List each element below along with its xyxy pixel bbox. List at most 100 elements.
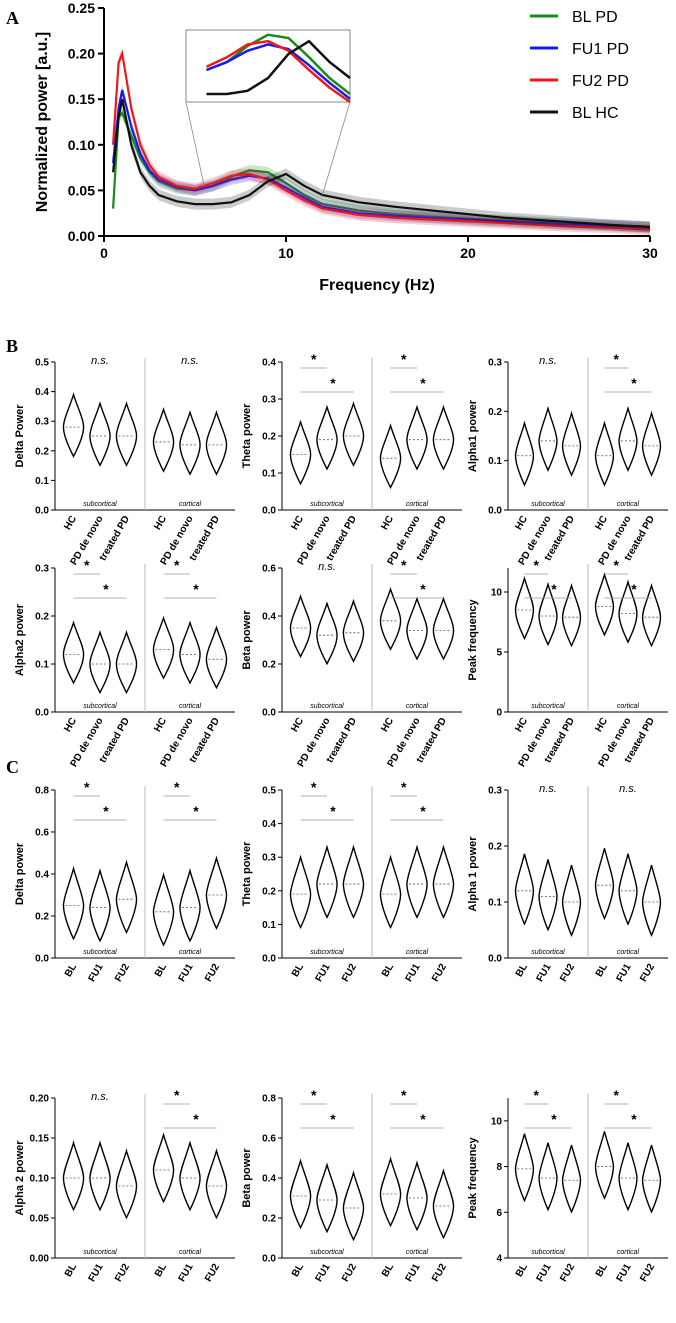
violin-subcortical-0 — [514, 575, 535, 641]
y-tick-label: 0.3 — [35, 417, 49, 428]
significance-star: * — [311, 351, 317, 367]
violin-cortical-1 — [179, 1140, 201, 1212]
inset-series-3 — [206, 39, 351, 96]
violin-subcortical-2 — [561, 582, 582, 648]
violin-cortical-1 — [618, 405, 638, 472]
violin-cortical-0 — [594, 420, 615, 487]
ns-label: n.s. — [91, 355, 109, 367]
group-tick-label: FU1 — [404, 1262, 423, 1284]
y-tick-label: 0.4 — [262, 358, 276, 369]
significance-star: * — [631, 1111, 637, 1127]
violin-cortical-1 — [618, 1142, 638, 1212]
y-axis-label: Theta power — [241, 841, 253, 907]
significance-star: * — [311, 1087, 317, 1103]
y-tick-label: 10 — [491, 1116, 503, 1127]
significance-star: * — [401, 1087, 407, 1103]
y-tick-label: 0.0 — [488, 506, 502, 517]
group-tick-label: FU1 — [177, 1262, 196, 1284]
series-band-1 — [113, 84, 651, 234]
region-label: subcortical — [83, 1249, 117, 1256]
y-tick-label: 0.20 — [30, 1094, 50, 1105]
region-label: cortical — [617, 501, 640, 508]
group-tick-label: HC — [593, 716, 610, 734]
y-tick-label: 0.0 — [262, 954, 276, 965]
group-tick-label: FU2 — [113, 962, 132, 984]
region-label: cortical — [406, 949, 429, 956]
significance-star: * — [631, 375, 637, 391]
violin-subcortical-1 — [316, 1162, 338, 1234]
y-axis-label: Beta power — [241, 610, 253, 670]
y-axis-label: Delta power — [14, 842, 26, 905]
ns-label: n.s. — [539, 783, 557, 795]
violin-subcortical-1 — [538, 859, 558, 932]
region-label: subcortical — [531, 949, 565, 956]
y-tick-label: 0.4 — [35, 870, 49, 881]
region-label: cortical — [179, 1249, 202, 1256]
region-label: cortical — [617, 949, 640, 956]
violin-subcortical-2 — [561, 1144, 582, 1214]
significance-star: * — [534, 557, 540, 573]
y-tick-label: 0.00 — [68, 228, 95, 244]
x-tick-label: 20 — [460, 245, 476, 261]
y-tick-label: 0.3 — [262, 853, 276, 864]
group-tick-label: FU1 — [87, 1262, 106, 1284]
region-label: subcortical — [531, 703, 565, 710]
violin-cortical-2 — [641, 410, 662, 477]
group-tick-label: HC — [152, 716, 169, 734]
significance-star: * — [311, 779, 317, 795]
region-label: subcortical — [83, 949, 117, 956]
group-tick-label: HC — [62, 716, 79, 734]
violin-subcortical-0 — [62, 1140, 85, 1212]
significance-star: * — [420, 1111, 426, 1127]
y-tick-label: 0.0 — [35, 708, 49, 719]
violin-cortical-2 — [641, 1144, 662, 1214]
y-tick-label: 0.1 — [35, 476, 49, 487]
region-label: cortical — [406, 1249, 429, 1256]
violin-subcortical-2 — [115, 1148, 138, 1220]
y-tick-label: 0.0 — [262, 1254, 276, 1265]
violin-cortical-0 — [152, 406, 175, 473]
group-tick-label: FU1 — [615, 962, 634, 984]
group-tick-label: FU1 — [615, 1262, 634, 1284]
x-axis-label: Frequency (Hz) — [319, 277, 435, 294]
y-tick-label: 0.8 — [262, 1094, 276, 1105]
significance-star: * — [84, 557, 90, 573]
violin-subcortical-2 — [342, 844, 365, 919]
group-tick-label: FU2 — [558, 962, 577, 984]
y-tick-label: 0.6 — [35, 828, 49, 839]
significance-star: * — [330, 375, 336, 391]
y-tick-label: 0.20 — [68, 46, 95, 62]
significance-star: * — [330, 803, 336, 819]
y-axis-label: Peak frequency — [467, 598, 479, 680]
group-tick-label: FU2 — [203, 962, 222, 984]
significance-star: * — [551, 1111, 557, 1127]
violin-subcortical-1 — [538, 1142, 558, 1212]
group-tick-label: BL — [63, 1262, 79, 1279]
y-tick-label: 5 — [496, 648, 502, 659]
violin-subcortical-1 — [538, 581, 558, 647]
violin-cortical-1 — [179, 620, 201, 685]
y-tick-label: 0.2 — [35, 612, 49, 623]
panel-c-plot-0: 0.0 0.2 0.4 0.6 0.8 Delta power BL FU1 FU2 subcor… — [14, 779, 235, 984]
group-tick-label: BL — [153, 962, 169, 979]
y-tick-label: 0 — [496, 708, 502, 719]
violin-subcortical-0 — [62, 392, 85, 458]
y-tick-label: 0.2 — [262, 886, 276, 897]
y-tick-label: 0.00 — [30, 1254, 50, 1265]
y-tick-label: 10 — [491, 588, 503, 599]
violin-cortical-2 — [641, 864, 662, 937]
y-tick-label: 0.2 — [262, 432, 276, 443]
group-tick-label: HC — [593, 514, 610, 532]
violin-cortical-2 — [432, 844, 455, 919]
significance-star: * — [420, 581, 426, 597]
group-tick-label: FU1 — [404, 962, 423, 984]
y-axis-label: Alpha 2 power — [14, 1140, 26, 1216]
y-tick-label: 0.2 — [488, 842, 502, 853]
violin-subcortical-0 — [62, 620, 85, 685]
violin-cortical-0 — [594, 572, 615, 637]
violin-subcortical-2 — [115, 630, 138, 695]
group-tick-label: HC — [379, 716, 396, 734]
violin-cortical-0 — [379, 1156, 402, 1228]
